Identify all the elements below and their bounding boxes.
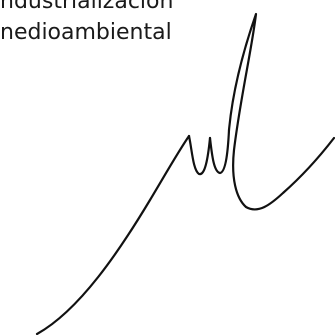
document-text: ndustrialización nedioambiental xyxy=(0,0,173,48)
document-line-2: nedioambiental xyxy=(0,20,172,45)
document-line-1: ndustrialización xyxy=(0,0,174,14)
